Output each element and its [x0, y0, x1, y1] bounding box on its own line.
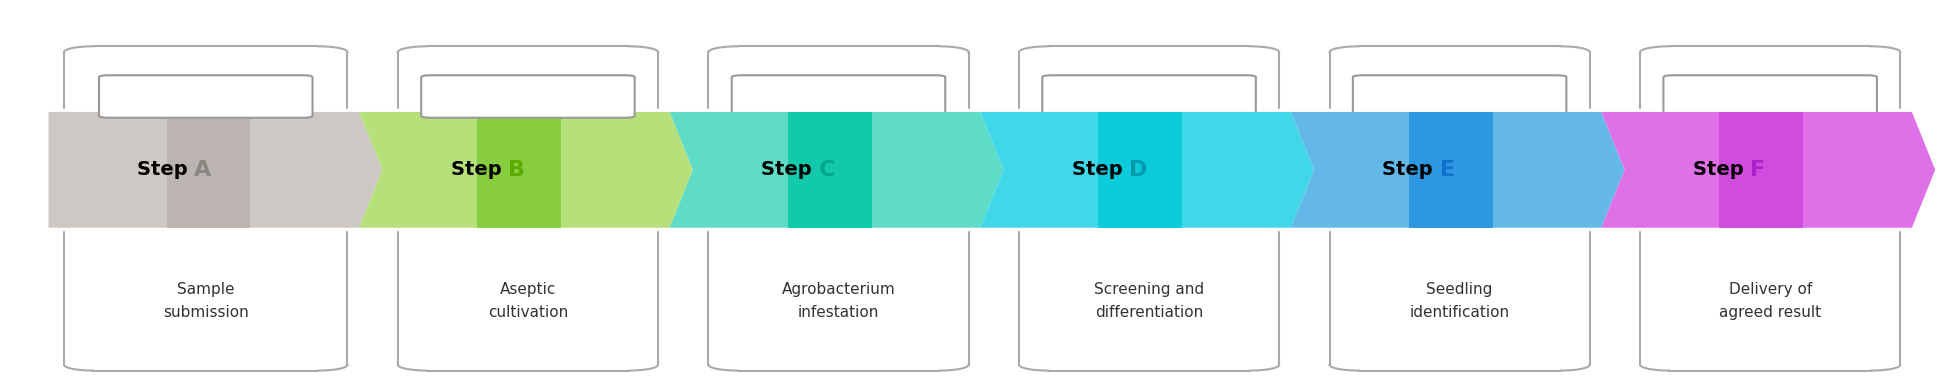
Polygon shape: [670, 112, 1003, 228]
FancyBboxPatch shape: [99, 75, 313, 118]
Polygon shape: [477, 112, 561, 228]
Text: D: D: [1130, 160, 1147, 180]
FancyBboxPatch shape: [732, 75, 945, 118]
Polygon shape: [167, 112, 250, 228]
Text: Sample
submission: Sample submission: [163, 282, 248, 320]
Text: Step: Step: [1071, 160, 1130, 179]
FancyBboxPatch shape: [1663, 75, 1877, 118]
Polygon shape: [1099, 112, 1182, 228]
Text: C: C: [819, 160, 835, 180]
Text: Delivery of
agreed result: Delivery of agreed result: [1720, 282, 1821, 320]
Text: Agrobacterium
infestation: Agrobacterium infestation: [782, 282, 895, 320]
Polygon shape: [788, 112, 872, 228]
Polygon shape: [49, 112, 382, 228]
FancyBboxPatch shape: [1353, 75, 1566, 118]
Text: Step: Step: [1382, 160, 1440, 179]
Text: Step: Step: [761, 160, 819, 179]
FancyBboxPatch shape: [1042, 75, 1256, 118]
Polygon shape: [1291, 112, 1625, 228]
Polygon shape: [359, 112, 693, 228]
Text: Screening and
differentiation: Screening and differentiation: [1095, 282, 1203, 320]
Polygon shape: [1409, 112, 1493, 228]
Polygon shape: [980, 112, 1314, 228]
Text: E: E: [1440, 160, 1456, 180]
Text: F: F: [1751, 160, 1766, 180]
Text: B: B: [509, 160, 526, 180]
FancyBboxPatch shape: [421, 75, 635, 118]
Text: Aseptic
cultivation: Aseptic cultivation: [487, 282, 569, 320]
Text: Step: Step: [450, 160, 509, 179]
Polygon shape: [1720, 112, 1803, 228]
Polygon shape: [1601, 112, 1935, 228]
Text: Step: Step: [1693, 160, 1751, 179]
Text: Step: Step: [136, 160, 194, 179]
Text: Seedling
identification: Seedling identification: [1409, 282, 1510, 320]
Text: A: A: [194, 160, 212, 180]
